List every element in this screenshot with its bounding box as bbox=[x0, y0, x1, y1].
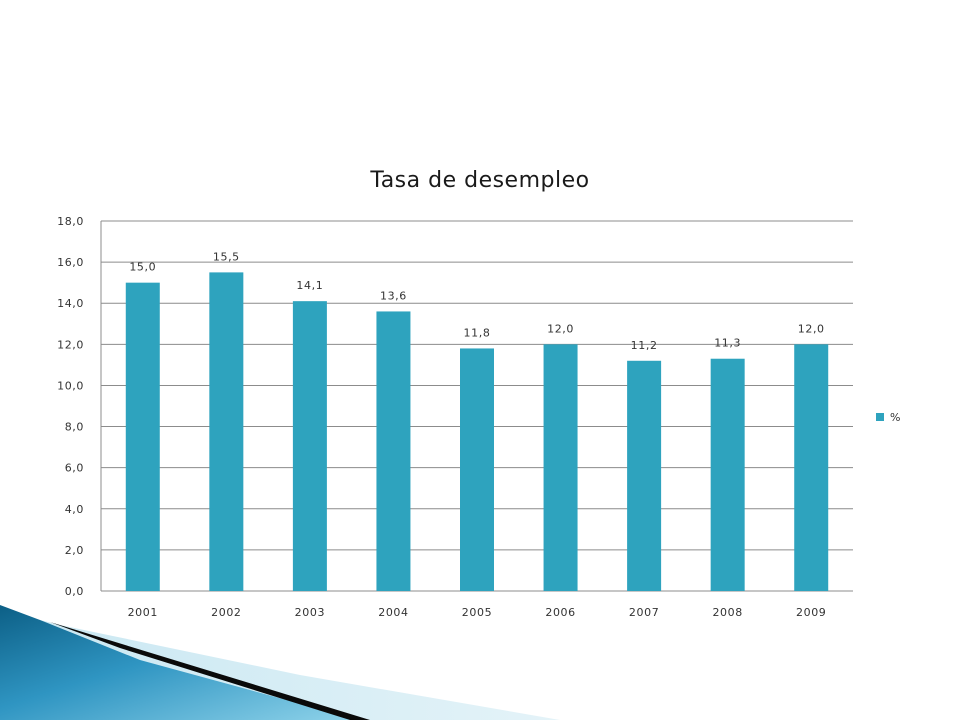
data-label: 15,5 bbox=[213, 250, 240, 263]
x-tick-label: 2003 bbox=[295, 606, 325, 619]
x-tick-label: 2006 bbox=[545, 606, 575, 619]
legend: % bbox=[876, 411, 900, 424]
x-tick-label: 2008 bbox=[712, 606, 742, 619]
x-axis-ticks: 2001 2002 2003 2004 2005 2006 2007 2008 2009 bbox=[128, 606, 826, 619]
data-label: 11,2 bbox=[631, 339, 658, 352]
y-tick-label: 18,0 bbox=[57, 215, 84, 228]
bar bbox=[209, 272, 244, 591]
bar bbox=[460, 348, 494, 591]
data-label: 11,8 bbox=[464, 326, 491, 339]
legend-swatch bbox=[876, 413, 884, 421]
x-tick-label: 2009 bbox=[796, 606, 826, 619]
x-tick-label: 2005 bbox=[462, 606, 492, 619]
bar bbox=[627, 360, 662, 591]
bar bbox=[794, 344, 829, 591]
y-tick-label: 0,0 bbox=[65, 585, 84, 598]
data-label: 15,0 bbox=[129, 261, 156, 274]
data-label: 11,3 bbox=[714, 337, 741, 350]
data-labels: 15,0 15,5 14,1 13,6 11,8 12,0 11,2 11,3 12,0 bbox=[129, 250, 824, 351]
y-tick-label: 2,0 bbox=[65, 544, 84, 557]
bars bbox=[125, 272, 829, 591]
y-tick-label: 10,0 bbox=[57, 379, 84, 392]
chart-title: Tasa de desempleo bbox=[370, 168, 590, 193]
bar bbox=[125, 282, 160, 591]
x-tick-label: 2001 bbox=[128, 606, 158, 619]
bar bbox=[292, 301, 327, 591]
y-tick-label: 14,0 bbox=[57, 297, 84, 310]
y-tick-label: 4,0 bbox=[65, 503, 84, 516]
x-tick-label: 2004 bbox=[378, 606, 408, 619]
y-axis-ticks: 0,0 2,0 4,0 6,0 8,0 10,0 12,0 14,0 16,0 18,0 bbox=[57, 215, 84, 598]
data-label: 12,0 bbox=[547, 322, 574, 335]
bar bbox=[543, 344, 578, 591]
x-tick-label: 2007 bbox=[629, 606, 659, 619]
y-tick-label: 12,0 bbox=[57, 338, 84, 351]
legend-label: % bbox=[890, 411, 900, 424]
data-label: 14,1 bbox=[296, 279, 323, 292]
x-tick-label: 2002 bbox=[211, 606, 241, 619]
y-tick-label: 16,0 bbox=[57, 256, 84, 269]
bar bbox=[376, 311, 411, 591]
y-tick-label: 6,0 bbox=[65, 462, 84, 475]
data-label: 13,6 bbox=[380, 289, 407, 302]
y-tick-label: 8,0 bbox=[65, 421, 84, 434]
data-label: 12,0 bbox=[798, 322, 825, 335]
bar bbox=[710, 358, 745, 591]
